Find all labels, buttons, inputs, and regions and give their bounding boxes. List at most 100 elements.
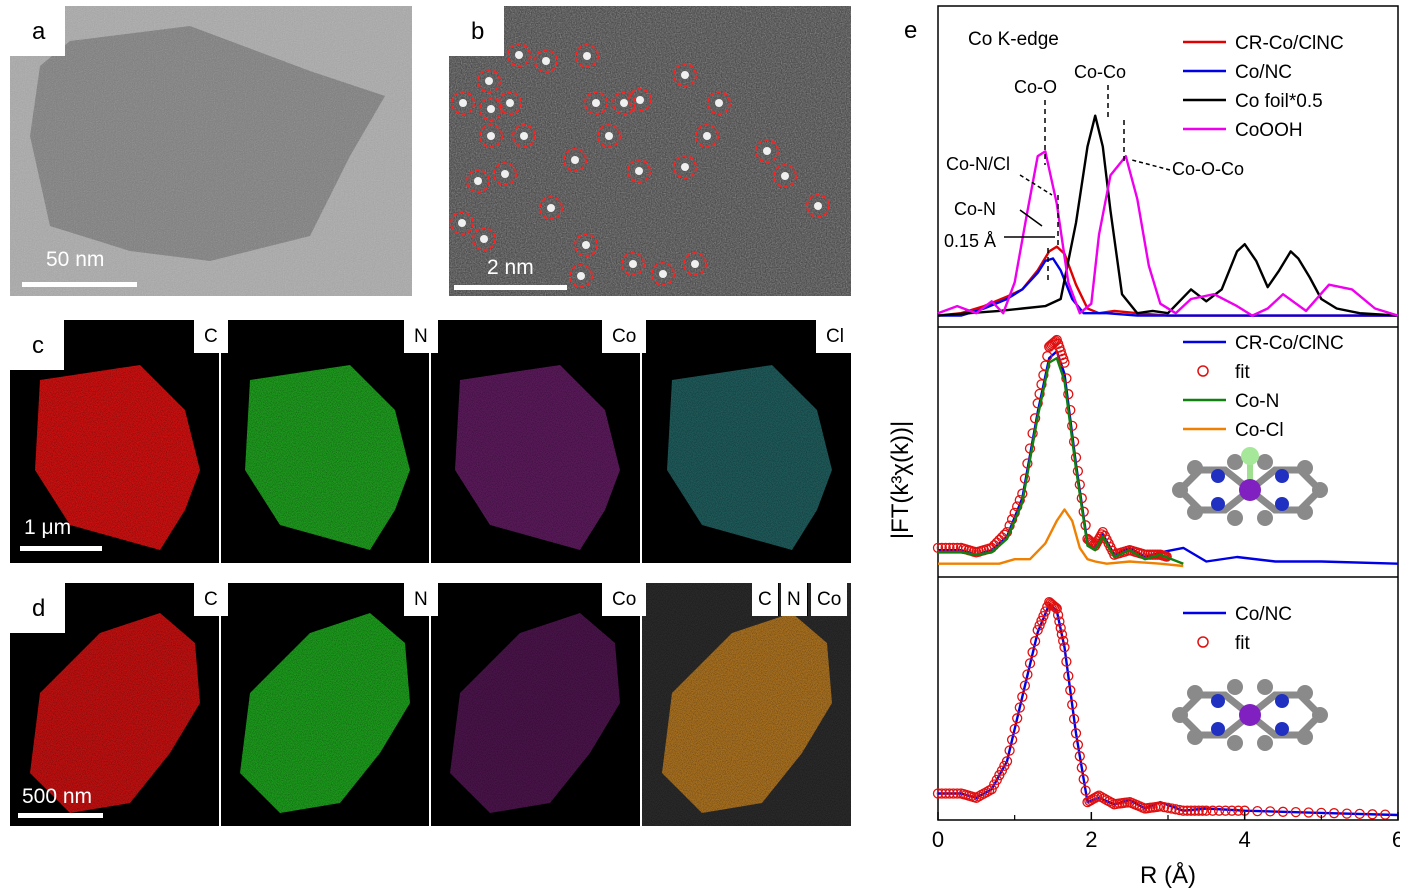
- single-atom-marker: [806, 194, 830, 218]
- annotation-lines: [1004, 85, 1171, 280]
- fit-point: [1104, 796, 1115, 807]
- single-atom-marker: [569, 264, 593, 288]
- single-atom-marker: [493, 162, 517, 186]
- fit-point: [1032, 398, 1043, 409]
- single-atom-marker: [534, 49, 558, 73]
- fit-point: [1017, 691, 1028, 702]
- fit-point: [1014, 494, 1025, 506]
- fit-point: [1328, 808, 1340, 819]
- subplot1-title: Co K-edge: [968, 29, 1059, 50]
- fit-point: [1197, 805, 1208, 816]
- annot-co-n-cl: Co-N/Cl: [946, 154, 1010, 174]
- fit-point: [1101, 794, 1112, 806]
- annot-co-o: Co-O: [1014, 77, 1057, 97]
- panel-a-tem: a 50 nm: [10, 6, 412, 296]
- fit-point: [1061, 373, 1072, 384]
- fit-point: [1093, 790, 1105, 801]
- bright-atom: [487, 132, 495, 140]
- bright-atom: [635, 167, 643, 175]
- fit-point: [1054, 616, 1065, 627]
- bright-atom: [814, 202, 822, 210]
- fit-point: [1063, 389, 1074, 400]
- fit-point: [983, 785, 995, 796]
- x-tick-label: 4: [1239, 827, 1251, 852]
- fit-point: [1034, 388, 1045, 400]
- fit-point: [1067, 420, 1078, 432]
- fit-point: [1193, 805, 1204, 816]
- fit-point: [1354, 808, 1365, 820]
- bright-atom: [636, 96, 644, 104]
- fit-point: [1040, 606, 1051, 617]
- eds-maps-c: [10, 320, 851, 563]
- legend-label: Co/NC: [1235, 604, 1292, 625]
- fit-point: [1144, 549, 1156, 560]
- fit-point: [1059, 357, 1070, 368]
- bright-atom: [681, 163, 689, 171]
- fit-point: [1367, 809, 1378, 820]
- scale-bar-label-a: 50 nm: [46, 248, 105, 271]
- fit-point: [978, 788, 990, 799]
- fit-point: [1059, 642, 1070, 653]
- single-atom-marker: [472, 227, 496, 251]
- fit-point: [1051, 603, 1062, 614]
- fit-point: [1174, 804, 1185, 816]
- annot-shift: 0.15 Å: [944, 231, 996, 251]
- fit-point: [1106, 797, 1117, 808]
- fit-point: [1178, 805, 1189, 816]
- scale-bar-label-d: 500 nm: [22, 785, 93, 808]
- x-tick-label: 6: [1392, 827, 1400, 852]
- bright-atom: [659, 270, 667, 278]
- fit-point: [1040, 360, 1051, 371]
- single-atom-marker: [479, 97, 503, 121]
- single-atom-marker: [584, 91, 608, 115]
- single-atom-marker: [466, 169, 490, 193]
- tag-c-co: Co: [602, 320, 647, 353]
- fit-point: [1065, 404, 1076, 416]
- fit-point: [1380, 809, 1391, 820]
- fit-point: [1277, 806, 1289, 817]
- legend-label: CoOOH: [1235, 120, 1303, 141]
- fit-point: [1220, 805, 1231, 816]
- single-atom-marker: [512, 124, 536, 148]
- fit-point: [1159, 801, 1170, 813]
- fit-point: [1252, 805, 1263, 817]
- fit-point: [1303, 807, 1314, 818]
- bright-atom: [542, 57, 550, 65]
- panel-label-d: d: [10, 583, 66, 633]
- single-atom-marker: [695, 124, 719, 148]
- fit-point: [1091, 791, 1103, 802]
- single-atom-marker: [477, 69, 501, 93]
- single-atom-marker: [597, 124, 621, 148]
- fit-point: [940, 788, 951, 799]
- fit-point: [1155, 801, 1166, 812]
- single-atom-marker: [651, 262, 675, 286]
- tag-d-overlay-c: C: [752, 583, 779, 616]
- fit-point: [1042, 351, 1053, 362]
- single-atom-marker: [628, 88, 652, 112]
- fit-point: [1341, 808, 1353, 819]
- bright-atom: [480, 235, 488, 243]
- fit-point: [971, 792, 982, 803]
- fit-point: [1290, 806, 1301, 818]
- legend-label: CR-Co/ClNC: [1235, 33, 1344, 54]
- fit-point: [1096, 791, 1107, 803]
- fit-point: [1055, 622, 1066, 634]
- fit-point: [1213, 805, 1225, 816]
- scale-bar-label-b: 2 nm: [487, 256, 534, 279]
- legend-marker: [1197, 636, 1209, 648]
- panel-label-b: b: [449, 6, 505, 56]
- bright-atom: [459, 99, 467, 107]
- legend-label: Co-N: [1235, 391, 1279, 412]
- legend-label: Co foil*0.5: [1235, 91, 1323, 112]
- single-atom-marker: [539, 196, 563, 220]
- fit-point: [1052, 609, 1064, 621]
- haadf-image: [449, 6, 851, 296]
- panel-label-c: c: [10, 320, 64, 370]
- y-axis-label: |FT(k³χ(k))|: [887, 421, 914, 539]
- legend-label: Co/NC: [1235, 62, 1292, 83]
- bright-atom: [781, 172, 789, 180]
- fit-point: [1076, 762, 1087, 773]
- fit-point: [1006, 734, 1018, 745]
- fit-point: [1265, 806, 1276, 817]
- panel-c-eds: c C N Co Cl 1 μm: [10, 320, 851, 563]
